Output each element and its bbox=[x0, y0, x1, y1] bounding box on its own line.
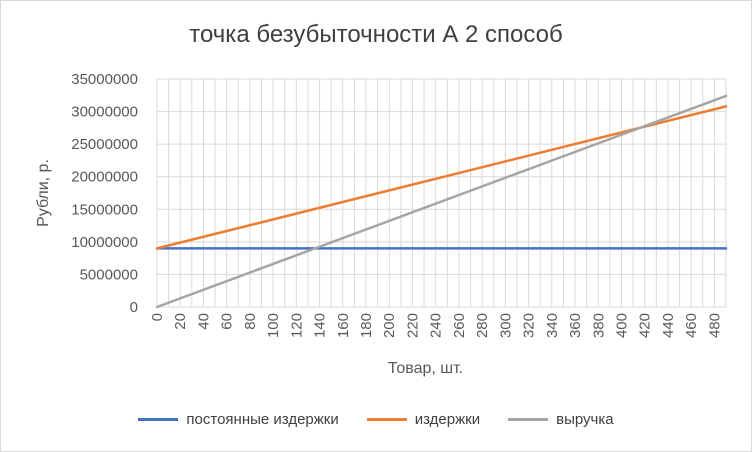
x-tick-label-2: 40 bbox=[195, 313, 212, 330]
x-tick-label-0: 0 bbox=[149, 313, 166, 321]
x-tick-label-16: 320 bbox=[521, 313, 538, 338]
x-tick-label-9: 180 bbox=[358, 313, 375, 338]
x-tick-label-17: 340 bbox=[544, 313, 561, 338]
x-tick-label-24: 480 bbox=[706, 313, 723, 338]
x-tick-label-14: 280 bbox=[474, 313, 491, 338]
x-tick-label-8: 160 bbox=[335, 313, 352, 338]
y-axis-title: Рубли, р. bbox=[35, 159, 52, 227]
x-tick-label-11: 220 bbox=[404, 313, 421, 338]
y-tick-label-6: 30000000 bbox=[71, 104, 138, 121]
x-tick-label-20: 400 bbox=[613, 313, 630, 338]
legend-swatch-fixed-costs bbox=[138, 418, 179, 421]
chart-legend: постоянные издержки издержки выручка bbox=[1, 411, 751, 428]
x-tick-label-4: 80 bbox=[242, 313, 259, 330]
x-tick-label-15: 300 bbox=[497, 313, 514, 338]
y-tick-label-3: 15000000 bbox=[71, 201, 138, 218]
legend-item-fixed-costs: постоянные издержки bbox=[138, 411, 339, 428]
x-tick-label-6: 120 bbox=[288, 313, 305, 338]
legend-label-costs: издержки bbox=[414, 411, 481, 428]
x-tick-label-22: 440 bbox=[660, 313, 677, 338]
x-tick-label-5: 100 bbox=[265, 313, 282, 338]
x-tick-label-13: 260 bbox=[451, 313, 468, 338]
x-axis-title: Товар, шт. bbox=[388, 360, 463, 377]
legend-label-revenue: выручка bbox=[556, 411, 614, 428]
x-tick-label-1: 20 bbox=[172, 313, 189, 330]
x-tick-label-18: 360 bbox=[567, 313, 584, 338]
series-line-revenue bbox=[155, 94, 728, 309]
legend-label-fixed-costs: постоянные издержки bbox=[186, 411, 339, 428]
y-tick-label-5: 25000000 bbox=[71, 136, 138, 153]
x-tick-label-23: 460 bbox=[683, 313, 700, 338]
y-tick-label-2: 10000000 bbox=[71, 234, 138, 251]
x-tick-label-21: 420 bbox=[637, 313, 654, 338]
x-tick-label-19: 380 bbox=[590, 313, 607, 338]
legend-swatch-revenue bbox=[508, 418, 549, 421]
legend-item-costs: издержки bbox=[366, 411, 481, 428]
y-tick-label-7: 35000000 bbox=[71, 71, 138, 88]
legend-swatch-costs bbox=[366, 418, 407, 421]
y-tick-label-4: 20000000 bbox=[71, 169, 138, 186]
legend-item-revenue: выручка bbox=[508, 411, 614, 428]
x-tick-label-12: 240 bbox=[428, 313, 445, 338]
x-tick-label-3: 60 bbox=[219, 313, 236, 330]
y-tick-label-1: 5000000 bbox=[80, 266, 138, 283]
x-tick-label-7: 140 bbox=[312, 313, 329, 338]
x-tick-label-10: 200 bbox=[381, 313, 398, 338]
y-tick-label-0: 0 bbox=[130, 299, 138, 316]
chart-title: точка безубыточности А 2 способ bbox=[189, 21, 563, 48]
